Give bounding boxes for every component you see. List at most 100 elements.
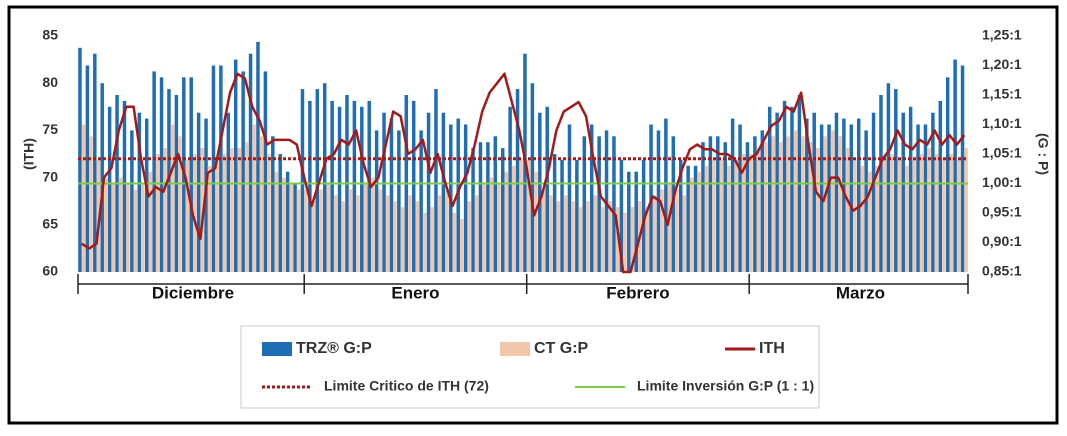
bar	[315, 89, 320, 272]
bar	[252, 124, 256, 272]
bar	[793, 130, 798, 272]
bar	[734, 159, 738, 272]
bar	[278, 154, 282, 272]
bar	[660, 189, 664, 272]
bar	[942, 159, 946, 272]
y2-tick-label: 1,10:1	[982, 115, 1022, 131]
bar	[93, 53, 97, 273]
bar	[578, 207, 583, 272]
legend-label: CT G:P	[534, 340, 589, 357]
bar	[756, 148, 761, 272]
bar	[664, 118, 668, 272]
bar	[760, 130, 765, 272]
bar	[230, 148, 234, 272]
bar	[378, 189, 382, 272]
bar	[222, 154, 227, 272]
bar	[263, 71, 268, 273]
bar	[152, 71, 156, 273]
bar	[274, 171, 279, 272]
bar	[931, 112, 935, 272]
bar	[196, 112, 201, 272]
bar	[133, 189, 138, 272]
line-series	[81, 72, 966, 274]
bar	[571, 201, 575, 272]
bar	[219, 65, 223, 272]
bar	[541, 189, 546, 272]
legend-swatch	[262, 342, 292, 356]
bar	[400, 207, 405, 272]
bar	[712, 159, 716, 272]
bar	[385, 195, 390, 272]
legend-label: Limite Inversión G:P (1 : 1)	[637, 378, 814, 394]
bar	[808, 142, 813, 272]
bar	[215, 159, 219, 272]
bar	[741, 154, 746, 272]
bar	[200, 148, 204, 272]
bar	[586, 201, 590, 272]
bar	[767, 106, 772, 272]
bar	[500, 148, 505, 272]
bar	[678, 159, 683, 272]
bar	[908, 106, 913, 272]
bar	[775, 112, 779, 272]
bar	[686, 165, 690, 272]
bar	[727, 165, 731, 272]
bar	[853, 159, 857, 272]
bar	[248, 53, 253, 273]
bar	[749, 154, 753, 272]
legend-swatch	[500, 342, 530, 356]
bar	[393, 201, 397, 272]
bar	[901, 112, 905, 272]
bar	[627, 171, 631, 272]
bar	[107, 106, 112, 272]
bar	[493, 136, 498, 272]
bar	[534, 171, 538, 272]
bar	[964, 148, 968, 272]
bar	[389, 118, 394, 272]
bar	[593, 195, 598, 272]
bar	[575, 159, 579, 272]
bar	[478, 142, 483, 272]
bar	[456, 118, 460, 272]
bar	[118, 177, 123, 272]
bar	[322, 83, 327, 272]
bar	[367, 100, 371, 273]
bar	[563, 195, 568, 272]
bar	[85, 65, 90, 272]
bar	[745, 142, 750, 272]
bar	[790, 106, 794, 272]
bar	[864, 130, 868, 272]
bar	[645, 207, 649, 272]
y-tick-label: 70	[42, 168, 58, 184]
bar	[897, 159, 902, 272]
bar	[159, 77, 164, 272]
y-axis-label: (ITH)	[21, 138, 37, 170]
bar	[81, 124, 86, 272]
bar	[689, 177, 694, 272]
bar	[341, 201, 345, 272]
bar	[471, 148, 475, 272]
bar	[697, 171, 701, 272]
bar	[241, 71, 245, 273]
bar	[938, 100, 943, 273]
bar	[348, 189, 353, 272]
bar	[615, 207, 620, 272]
bar	[337, 106, 342, 272]
bar	[875, 165, 879, 272]
y2-tick-label: 1,05:1	[982, 145, 1022, 161]
bar	[233, 59, 238, 272]
bar	[89, 136, 93, 272]
bar	[319, 189, 323, 272]
bar	[360, 106, 364, 272]
y2-axis-label: (G : P)	[1035, 133, 1051, 175]
bar	[189, 77, 193, 272]
bar	[860, 165, 865, 272]
bar	[730, 118, 735, 272]
y-tick-label: 75	[42, 121, 58, 137]
x-tick-label: Enero	[391, 283, 439, 302]
bar	[538, 112, 542, 272]
bar	[778, 142, 783, 272]
bar	[764, 142, 768, 272]
bar	[827, 124, 831, 272]
bar	[434, 89, 438, 272]
